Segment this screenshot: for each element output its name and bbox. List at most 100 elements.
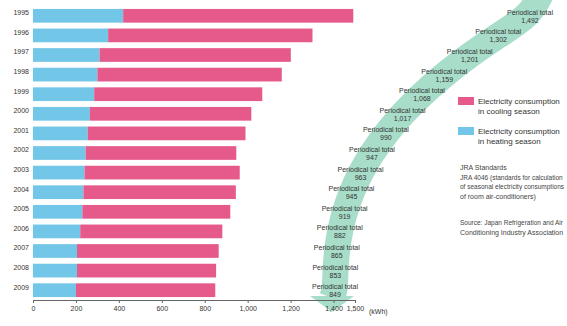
x-tick: 600 — [156, 300, 168, 312]
bar-segment — [83, 185, 235, 199]
total-caption: Periodical total — [363, 126, 409, 133]
bar-segment — [33, 283, 76, 297]
x-tick-label: 800 — [199, 305, 211, 312]
note-line: of seasonal electricity consumptions — [460, 183, 565, 191]
note-line: JRA Standards — [460, 164, 507, 171]
y-tick: 2004 — [13, 186, 33, 193]
bar-segment — [33, 29, 108, 43]
total-value: 865 — [331, 252, 343, 259]
bar-segment — [85, 166, 240, 180]
legend-swatch — [458, 97, 474, 105]
y-tick-label: 2001 — [13, 127, 29, 134]
bar-segment — [123, 9, 353, 23]
total-value: 963 — [355, 174, 367, 181]
y-tick: 1999 — [13, 88, 33, 95]
total-caption: Periodical total — [399, 87, 445, 94]
x-tick: 1,000 — [239, 300, 257, 312]
y-tick: 2002 — [13, 146, 33, 153]
y-tick-label: 2002 — [13, 146, 29, 153]
bar-segment — [33, 205, 82, 219]
y-tick: 1997 — [13, 48, 33, 55]
note-line: of room air-conditioners) — [460, 193, 536, 201]
total-value: 1,302 — [489, 36, 507, 43]
y-tick: 1998 — [13, 68, 33, 75]
y-tick-label: 1997 — [13, 48, 29, 55]
total-value: 947 — [366, 154, 378, 161]
y-tick: 2003 — [13, 166, 33, 173]
x-tick: 200 — [71, 300, 83, 312]
y-tick-label: 2006 — [13, 225, 29, 232]
x-tick: 800 — [199, 300, 211, 312]
x-tick-mark — [119, 300, 120, 303]
totals: Periodical total1,492Periodical total1,3… — [312, 9, 553, 298]
bar-segment — [33, 244, 77, 258]
total-value: 1,492 — [521, 17, 539, 24]
chart: 0 200 400 600 800 1,000 1,200 1,400 1,500 (kWh) 19… — [0, 0, 567, 326]
bar-segment — [33, 185, 83, 199]
bar-segment — [33, 87, 94, 101]
y-tick-label: 2008 — [13, 264, 29, 271]
y-tick-label: 1998 — [13, 68, 29, 75]
legend-line: in heating season — [478, 137, 541, 146]
bar-segment — [77, 244, 219, 258]
bar-segment — [82, 205, 230, 219]
arrow-body — [332, 0, 542, 298]
x-axis-line — [34, 301, 356, 304]
source-line: Conditioning Industry Association — [460, 229, 563, 237]
total-value: 1,068 — [413, 95, 431, 102]
bar-segment — [100, 48, 291, 62]
trend-arrow — [310, 0, 542, 312]
x-axis-title: (kWh) — [369, 308, 388, 316]
bar-segment — [33, 146, 86, 160]
total-caption: Periodical total — [475, 28, 521, 35]
x-tick-label: 400 — [114, 305, 126, 312]
total-caption: Periodical total — [312, 264, 358, 271]
total-caption: Periodical total — [329, 185, 375, 192]
legend-label: Electricity consumptionin cooling season — [478, 97, 560, 116]
total-caption: Periodical total — [312, 283, 358, 290]
bar-segment — [33, 107, 90, 121]
source-line: Source: Japan Refrigeration and Air — [460, 219, 564, 227]
total-caption: Periodical total — [447, 48, 493, 55]
y-tick-label: 2004 — [13, 186, 29, 193]
notes: JRA Standards JRA 4046 (standards for cal… — [460, 164, 565, 237]
y-tick: 2006 — [13, 225, 33, 232]
y-tick-label: 2005 — [13, 205, 29, 212]
y-tick-label: 2000 — [13, 107, 29, 114]
total-caption: Periodical total — [349, 146, 395, 153]
total-caption: Periodical total — [338, 166, 384, 173]
bar-segment — [90, 107, 251, 121]
y-tick: 2009 — [13, 284, 33, 291]
y-tick-label: 2007 — [13, 244, 29, 251]
x-tick-label: 0 — [32, 305, 36, 312]
y-tick: 2005 — [13, 205, 33, 212]
x-tick-mark — [33, 300, 34, 303]
total-caption: Periodical total — [317, 224, 363, 231]
x-axis: 0 200 400 600 800 1,000 1,200 1,400 1,500 — [32, 300, 365, 312]
bar-segment — [33, 166, 85, 180]
y-tick: 2001 — [13, 127, 33, 134]
legend-line: Electricity consumption — [478, 127, 560, 136]
y-tick-label: 1999 — [13, 88, 29, 95]
x-tick-label: 1,500 — [347, 305, 365, 312]
y-tick: 2008 — [13, 264, 33, 271]
legend-line: in cooling season — [478, 107, 540, 116]
x-tick-label: 600 — [156, 305, 168, 312]
bars — [33, 9, 353, 297]
x-tick: 400 — [114, 300, 126, 312]
x-tick-mark — [334, 300, 335, 303]
total-value: 945 — [346, 193, 358, 200]
legend-line: Electricity consumption — [478, 97, 560, 106]
total-caption: Periodical total — [380, 107, 426, 114]
x-tick-label: 1,200 — [282, 305, 300, 312]
legend-label: Electricity consumptionin heating season — [478, 127, 560, 146]
x-tick-mark — [355, 300, 356, 303]
x-tick-label: 1,400 — [325, 305, 343, 312]
note-line: JRA 4046 (standards for calculation — [460, 174, 563, 182]
bar-segment — [33, 264, 77, 278]
y-tick-label: 1996 — [13, 29, 29, 36]
x-tick-mark — [76, 300, 77, 303]
y-tick-label: 1995 — [13, 9, 29, 16]
bar-segment — [77, 264, 216, 278]
bar-segment — [33, 127, 88, 141]
